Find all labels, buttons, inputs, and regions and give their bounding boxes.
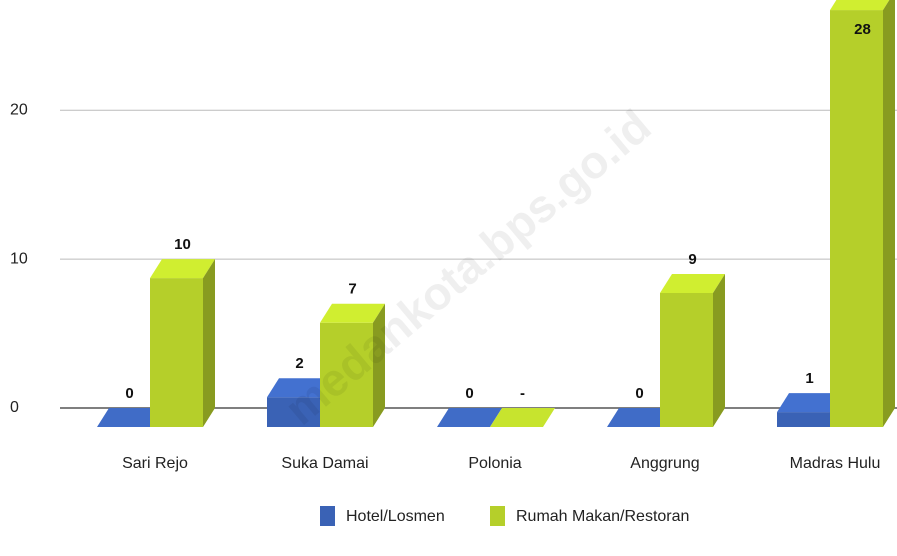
legend-label: Rumah Makan/Restoran bbox=[516, 508, 689, 525]
legend-swatch bbox=[490, 506, 505, 526]
legend-swatch bbox=[320, 506, 335, 526]
bar-side bbox=[203, 259, 215, 427]
bar bbox=[97, 408, 162, 427]
bar-top bbox=[777, 393, 842, 413]
value-label: 9 bbox=[688, 251, 696, 268]
bar-front bbox=[320, 322, 373, 427]
value-label: 10 bbox=[174, 236, 191, 253]
bar-front bbox=[267, 397, 320, 427]
bar-front bbox=[777, 412, 830, 427]
legend-label: Hotel/Losmen bbox=[346, 508, 445, 525]
bars bbox=[97, 0, 895, 427]
y-tick-label: 0 bbox=[10, 399, 19, 416]
value-label: - bbox=[520, 385, 525, 402]
x-tick-label: Suka Damai bbox=[281, 455, 368, 472]
bar-top bbox=[150, 259, 215, 279]
y-tick-label: 10 bbox=[10, 250, 28, 267]
bar-top bbox=[660, 273, 725, 293]
bar-side bbox=[713, 273, 725, 427]
value-label: 0 bbox=[635, 385, 643, 402]
value-label: 0 bbox=[465, 385, 473, 402]
bar bbox=[150, 259, 215, 427]
bar-front bbox=[660, 292, 713, 427]
value-label: 1 bbox=[805, 370, 813, 387]
value-label: 7 bbox=[348, 281, 356, 298]
x-tick-label: Anggrung bbox=[630, 455, 699, 472]
bar bbox=[607, 408, 672, 427]
bar bbox=[490, 408, 555, 427]
bar-front bbox=[150, 278, 203, 427]
bar-top bbox=[267, 378, 332, 398]
bar-top bbox=[320, 303, 385, 323]
bar-side bbox=[883, 0, 895, 427]
bar bbox=[320, 303, 385, 427]
bar-side bbox=[373, 303, 385, 427]
value-label: 0 bbox=[125, 385, 133, 402]
bar-front bbox=[830, 10, 883, 427]
y-tick-label: 20 bbox=[10, 101, 28, 118]
x-tick-label: Sari Rejo bbox=[122, 455, 188, 472]
value-label: 28 bbox=[854, 21, 871, 38]
bar bbox=[830, 0, 895, 427]
bar bbox=[660, 273, 725, 427]
bar-top bbox=[830, 0, 890, 11]
bar bbox=[437, 408, 502, 427]
x-tick-label: Polonia bbox=[468, 455, 521, 472]
x-tick-label: Madras Hulu bbox=[790, 455, 881, 472]
value-label: 2 bbox=[295, 355, 303, 372]
